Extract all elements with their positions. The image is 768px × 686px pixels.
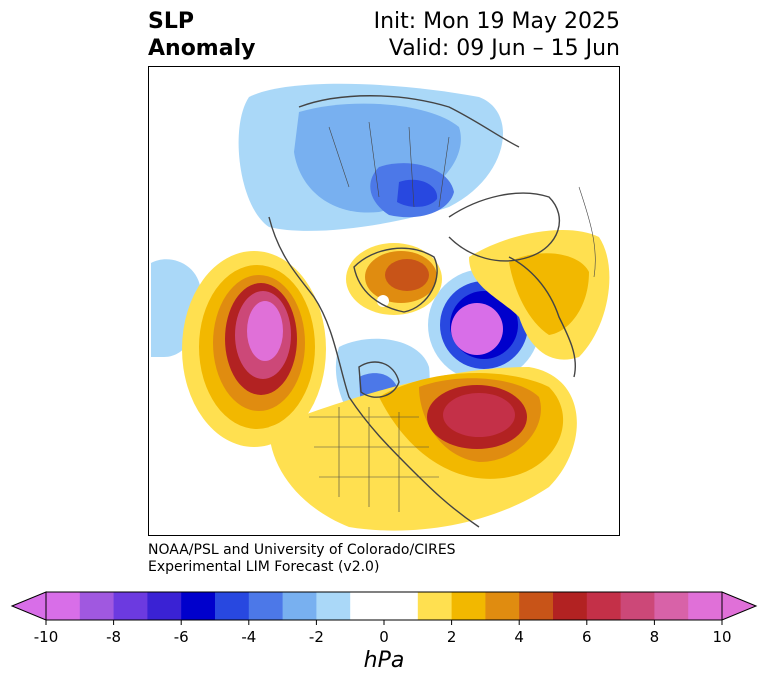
colorbar-cell bbox=[46, 592, 81, 620]
colorbar-cell bbox=[113, 592, 148, 620]
china-border bbox=[578, 186, 596, 278]
colorbar-tick-label: -10 bbox=[34, 628, 59, 646]
map-title: SLP Anomaly bbox=[148, 8, 255, 62]
borders bbox=[309, 121, 596, 512]
colorbar-cell bbox=[248, 592, 284, 620]
colorbar-cell bbox=[282, 592, 317, 620]
colorbar-tick-label: 6 bbox=[582, 628, 592, 646]
colorbar-min-arrow bbox=[10, 591, 47, 621]
greenland-high-red bbox=[385, 259, 429, 291]
russia-regions bbox=[328, 121, 450, 208]
colorbar-cell bbox=[654, 592, 689, 620]
colorbar-cell bbox=[147, 592, 182, 620]
colorbar-cell bbox=[485, 592, 520, 620]
title-line-1: SLP bbox=[148, 9, 194, 34]
valid-range: Valid: 09 Jun – 15 Jun bbox=[388, 36, 620, 61]
pacific-high-core bbox=[247, 301, 283, 361]
forecast-dates: Init: Mon 19 May 2025 Valid: 09 Jun – 15… bbox=[374, 8, 620, 62]
colorbar-cell bbox=[350, 592, 385, 620]
colorbar-cell bbox=[620, 592, 655, 620]
positive-anomalies bbox=[182, 229, 610, 531]
siberia-coast bbox=[298, 95, 520, 148]
init-date: Init: Mon 19 May 2025 bbox=[373, 9, 620, 34]
greenland-coast bbox=[353, 247, 438, 313]
colorbar-tick-label: -4 bbox=[241, 628, 256, 646]
colorbar: -10 -8 -6 -4 -2 0 2 4 6 8 10 bbox=[0, 586, 768, 686]
colorbar-cell bbox=[79, 592, 115, 620]
credit-line-2: Experimental LIM Forecast (v2.0) bbox=[148, 559, 380, 575]
colorbar-tick-label: 4 bbox=[514, 628, 524, 646]
colorbar-svg: -10 -8 -6 -4 -2 0 2 4 6 8 10 bbox=[10, 591, 758, 646]
arctic-low-deep bbox=[397, 179, 438, 207]
us-states-grid bbox=[309, 407, 439, 512]
polar-map bbox=[148, 66, 620, 536]
atlantic-high-crimson bbox=[443, 393, 515, 437]
colorbar-cell bbox=[215, 592, 250, 620]
colorbar-tick-label: 8 bbox=[650, 628, 660, 646]
title-line-2: Anomaly bbox=[148, 36, 256, 61]
north-america-coast bbox=[268, 216, 480, 528]
colorbar-unit: hPa bbox=[363, 648, 405, 673]
colorbar-tick-label: 10 bbox=[712, 628, 731, 646]
greenland-missing-dot bbox=[377, 295, 389, 307]
credit-line-1: NOAA/PSL and University of Colorado/CIRE… bbox=[148, 542, 456, 558]
colorbar-cell bbox=[451, 592, 486, 620]
colorbar-tick-label: -8 bbox=[106, 628, 121, 646]
colorbar-cells bbox=[46, 592, 723, 620]
anomaly-map-svg bbox=[151, 83, 610, 531]
colorbar-cell bbox=[688, 592, 723, 620]
colorbar-cell bbox=[181, 592, 216, 620]
data-credit: NOAA/PSL and University of Colorado/CIRE… bbox=[148, 542, 456, 576]
colorbar-cell bbox=[384, 592, 419, 620]
colorbar-tick-label: 0 bbox=[379, 628, 389, 646]
eurasia-coast bbox=[448, 192, 560, 262]
europe-coast bbox=[508, 256, 576, 378]
colorbar-tick-label: -6 bbox=[174, 628, 189, 646]
colorbar-cell bbox=[316, 592, 351, 620]
colorbar-cell bbox=[519, 592, 554, 620]
colorbar-tick-label: -2 bbox=[309, 628, 324, 646]
colorbar-cell bbox=[553, 592, 588, 620]
colorbar-tick-label: 2 bbox=[447, 628, 457, 646]
coastlines bbox=[268, 95, 576, 528]
hudson-bay-coast bbox=[358, 361, 400, 398]
colorbar-cell bbox=[417, 592, 453, 620]
colorbar-max-arrow bbox=[721, 591, 758, 621]
atlantic-low-core bbox=[451, 303, 503, 355]
colorbar-ticks: -10 -8 -6 -4 -2 0 2 4 6 8 10 bbox=[34, 620, 732, 646]
colorbar-cell bbox=[586, 592, 622, 620]
